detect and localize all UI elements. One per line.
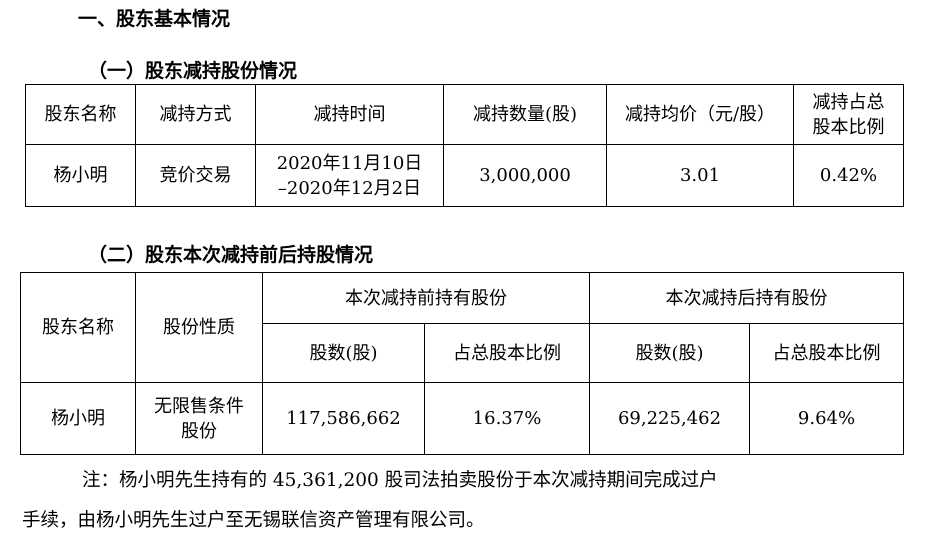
cell-reduction-time: 2020年11月10日 –2020年12月2日 xyxy=(255,144,444,207)
header-before-reduction: 本次减持前持有股份 xyxy=(262,272,590,324)
header-share-nature: 股份性质 xyxy=(135,272,263,383)
cell-nature-line2: 股份 xyxy=(181,420,217,442)
cell-share-nature: 无限售条件 股份 xyxy=(135,382,263,455)
header-ratio-line2: 股本比例 xyxy=(812,116,885,138)
header-before-ratio: 占总股本比例 xyxy=(424,323,590,383)
cell-before-ratio: 16.37% xyxy=(424,382,590,455)
cell-shareholder-name: 杨小明 xyxy=(20,382,136,455)
cell-before-shares: 117,586,662 xyxy=(262,382,425,455)
header-reduction-method: 减持方式 xyxy=(135,84,256,145)
note-line-2: 手续，由杨小明先生过户至无锡联信资产管理有限公司。 xyxy=(22,510,485,531)
header-after-ratio: 占总股本比例 xyxy=(749,323,904,383)
header-ratio-line1: 减持占总 xyxy=(812,91,885,113)
header-after-reduction: 本次减持后持有股份 xyxy=(589,272,904,324)
cell-average-price: 3.01 xyxy=(606,144,794,207)
table-row: 股数(股) 占总股本比例 股数(股) 占总股本比例 xyxy=(21,323,904,383)
header-reduction-time: 减持时间 xyxy=(255,84,444,145)
holdings-table: 股东名称 股份性质 本次减持前持有股份 本次减持后持有股份 股数(股) 占总股本… xyxy=(20,272,904,455)
header-shareholder-name: 股东名称 xyxy=(25,84,136,145)
header-reduction-ratio: 减持占总 股本比例 xyxy=(793,84,904,145)
subsection-title-holdings: （二）股东本次减持前后持股情况 xyxy=(88,244,374,266)
header-shareholder-name: 股东名称 xyxy=(20,272,136,383)
table-row: 股东名称 股份性质 本次减持前持有股份 本次减持后持有股份 xyxy=(20,272,904,383)
cell-after-ratio: 9.64% xyxy=(749,382,904,455)
header-after-shares: 股数(股) xyxy=(589,323,750,383)
table-row: 股东名称 减持方式 减持时间 减持数量(股) 减持均价（元/股） 减持占总 股本… xyxy=(25,84,904,145)
reduction-table: 股东名称 减持方式 减持时间 减持数量(股) 减持均价（元/股） 减持占总 股本… xyxy=(25,84,904,207)
cell-reduction-method: 竞价交易 xyxy=(135,144,256,207)
header-reduction-quantity: 减持数量(股) xyxy=(443,84,607,145)
cell-nature-line1: 无限售条件 xyxy=(154,395,244,417)
cell-reduction-ratio: 0.42% xyxy=(793,144,904,207)
note-line-1: 注：杨小明先生持有的 45,361,200 股司法拍卖股份于本次减持期间完成过户 xyxy=(82,470,718,491)
section-title: 一、股东基本情况 xyxy=(78,8,231,30)
header-average-price: 减持均价（元/股） xyxy=(606,84,794,145)
cell-reduction-quantity: 3,000,000 xyxy=(443,144,607,207)
table-row: 杨小明 无限售条件 股份 117,586,662 16.37% 69,225,4… xyxy=(20,382,904,455)
cell-after-shares: 69,225,462 xyxy=(589,382,750,455)
header-before-shares: 股数(股) xyxy=(262,323,425,383)
table-row: 杨小明 竞价交易 2020年11月10日 –2020年12月2日 3,000,0… xyxy=(25,144,904,207)
subsection-title-reduction: （一）股东减持股份情况 xyxy=(88,60,298,82)
cell-time-end: –2020年12月2日 xyxy=(277,177,422,199)
cell-time-start: 2020年11月10日 xyxy=(276,152,423,174)
cell-shareholder-name: 杨小明 xyxy=(25,144,136,207)
